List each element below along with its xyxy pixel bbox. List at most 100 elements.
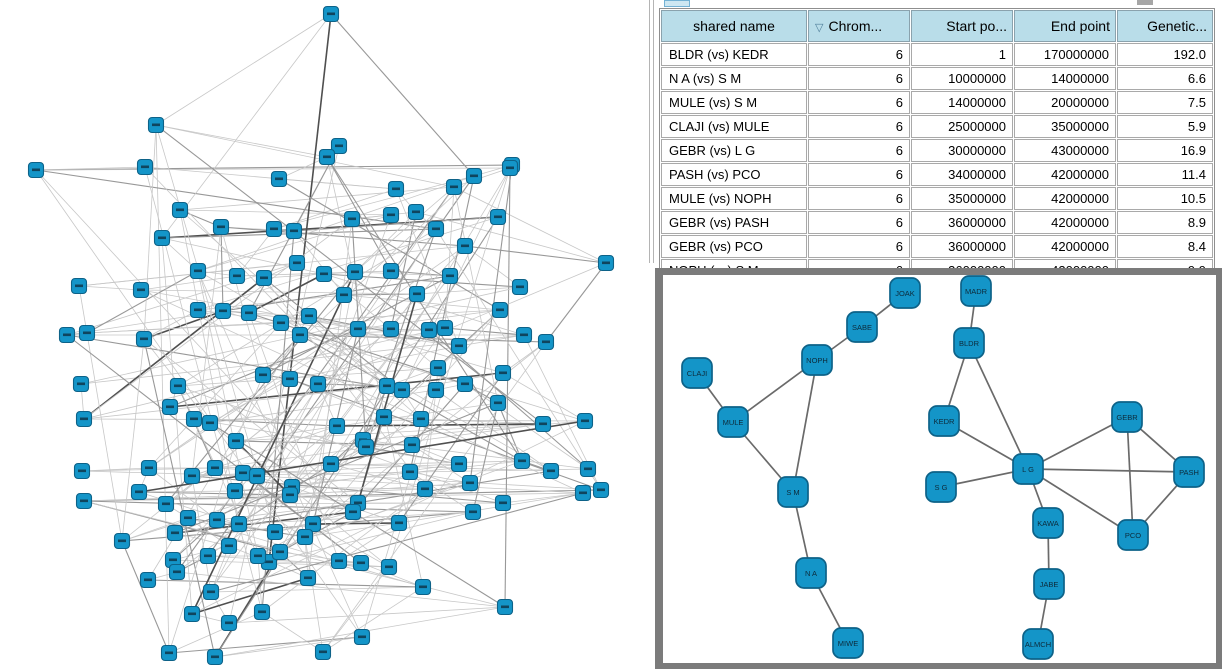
network-node[interactable] bbox=[513, 452, 531, 470]
network-node[interactable] bbox=[352, 554, 370, 572]
network-node[interactable] bbox=[574, 484, 592, 502]
network-node-claji[interactable]: CLAJI bbox=[681, 357, 713, 389]
network-view-main[interactable] bbox=[0, 0, 645, 669]
network-node-noph[interactable]: NOPH bbox=[801, 344, 833, 376]
network-node[interactable] bbox=[227, 432, 245, 450]
network-node-s-g[interactable]: S G bbox=[925, 471, 957, 503]
network-node[interactable] bbox=[136, 158, 154, 176]
network-node[interactable] bbox=[291, 326, 309, 344]
network-node[interactable] bbox=[382, 206, 400, 224]
network-node[interactable] bbox=[183, 605, 201, 623]
network-node[interactable] bbox=[226, 482, 244, 500]
network-node[interactable] bbox=[328, 417, 346, 435]
table-row[interactable]: PASH (vs) PCO 6 34000000 42000000 11.4 bbox=[661, 163, 1213, 186]
network-node[interactable] bbox=[309, 375, 327, 393]
network-node[interactable] bbox=[288, 254, 306, 272]
network-node[interactable] bbox=[271, 543, 289, 561]
network-node[interactable] bbox=[343, 210, 361, 228]
network-node[interactable] bbox=[534, 415, 552, 433]
network-node[interactable] bbox=[270, 170, 288, 188]
column-header-end-point[interactable]: End point bbox=[1014, 10, 1116, 42]
network-node[interactable] bbox=[393, 381, 411, 399]
network-node[interactable] bbox=[147, 116, 165, 134]
network-node[interactable] bbox=[234, 464, 252, 482]
network-node[interactable] bbox=[387, 180, 405, 198]
network-node[interactable] bbox=[456, 237, 474, 255]
network-node[interactable] bbox=[166, 524, 184, 542]
network-node[interactable] bbox=[344, 503, 362, 521]
network-node[interactable] bbox=[157, 495, 175, 513]
network-node[interactable] bbox=[299, 569, 317, 587]
network-node[interactable] bbox=[189, 301, 207, 319]
network-node[interactable] bbox=[72, 375, 90, 393]
table-row[interactable]: CLAJI (vs) MULE 6 25000000 35000000 5.9 bbox=[661, 115, 1213, 138]
network-node[interactable] bbox=[412, 410, 430, 428]
network-node[interactable] bbox=[464, 503, 482, 521]
network-node[interactable] bbox=[465, 167, 483, 185]
table-row[interactable]: GEBR (vs) PCO 6 36000000 42000000 8.4 bbox=[661, 235, 1213, 258]
network-node[interactable] bbox=[461, 474, 479, 492]
network-node[interactable] bbox=[75, 492, 93, 510]
network-node-jabe[interactable]: JABE bbox=[1033, 568, 1065, 600]
network-node[interactable] bbox=[230, 515, 248, 533]
network-node[interactable] bbox=[202, 583, 220, 601]
network-node[interactable] bbox=[300, 307, 318, 325]
network-node[interactable] bbox=[380, 558, 398, 576]
column-header-genetic[interactable]: Genetic... bbox=[1117, 10, 1213, 42]
network-node[interactable] bbox=[168, 563, 186, 581]
network-node[interactable] bbox=[408, 285, 426, 303]
network-node[interactable] bbox=[183, 467, 201, 485]
network-node[interactable] bbox=[579, 460, 597, 478]
network-node[interactable] bbox=[254, 366, 272, 384]
network-node[interactable] bbox=[576, 412, 594, 430]
network-node[interactable] bbox=[322, 5, 340, 23]
network-node[interactable] bbox=[597, 254, 615, 272]
network-node-miwe[interactable]: MIWE bbox=[832, 627, 864, 659]
network-node[interactable] bbox=[542, 462, 560, 480]
network-node[interactable] bbox=[214, 302, 232, 320]
network-node[interactable] bbox=[416, 480, 434, 498]
network-node[interactable] bbox=[511, 278, 529, 296]
network-node-almch[interactable]: ALMCH bbox=[1022, 628, 1054, 660]
network-node[interactable] bbox=[199, 547, 217, 565]
network-view-detail[interactable]: JOAK SABE NOPH CLAJI MULE S M N A MIWE MADR BLDR K… bbox=[655, 268, 1222, 669]
network-node[interactable] bbox=[249, 547, 267, 565]
network-node[interactable] bbox=[75, 410, 93, 428]
network-node[interactable] bbox=[171, 201, 189, 219]
network-node[interactable] bbox=[318, 148, 336, 166]
network-node[interactable] bbox=[212, 218, 230, 236]
network-node[interactable] bbox=[73, 462, 91, 480]
network-node[interactable] bbox=[456, 375, 474, 393]
network-node[interactable] bbox=[285, 222, 303, 240]
network-node[interactable] bbox=[450, 337, 468, 355]
network-node[interactable] bbox=[140, 459, 158, 477]
table-row[interactable]: MULE (vs) S M 6 14000000 20000000 7.5 bbox=[661, 91, 1213, 114]
table-row[interactable]: BLDR (vs) KEDR 6 1 170000000 192.0 bbox=[661, 43, 1213, 66]
network-node[interactable] bbox=[427, 220, 445, 238]
network-node[interactable] bbox=[296, 528, 314, 546]
network-node[interactable] bbox=[489, 394, 507, 412]
network-node[interactable] bbox=[330, 137, 348, 155]
network-node[interactable] bbox=[255, 269, 273, 287]
network-node[interactable] bbox=[70, 277, 88, 295]
network-node[interactable] bbox=[253, 603, 271, 621]
network-node-bldr[interactable]: BLDR bbox=[953, 327, 985, 359]
network-node[interactable] bbox=[265, 220, 283, 238]
network-node[interactable] bbox=[349, 320, 367, 338]
table-row[interactable]: N A (vs) S M 6 10000000 14000000 6.6 bbox=[661, 67, 1213, 90]
network-node[interactable] bbox=[407, 203, 425, 221]
network-node[interactable] bbox=[491, 301, 509, 319]
network-node[interactable] bbox=[401, 463, 419, 481]
network-node[interactable] bbox=[335, 286, 353, 304]
network-node[interactable] bbox=[382, 320, 400, 338]
network-node[interactable] bbox=[314, 643, 332, 661]
network-node[interactable] bbox=[315, 265, 333, 283]
network-node[interactable] bbox=[189, 262, 207, 280]
network-node[interactable] bbox=[441, 267, 459, 285]
network-node[interactable] bbox=[153, 229, 171, 247]
network-node[interactable] bbox=[206, 648, 224, 666]
network-node[interactable] bbox=[58, 326, 76, 344]
network-node[interactable] bbox=[592, 481, 610, 499]
network-node[interactable] bbox=[220, 614, 238, 632]
network-node[interactable] bbox=[322, 455, 340, 473]
